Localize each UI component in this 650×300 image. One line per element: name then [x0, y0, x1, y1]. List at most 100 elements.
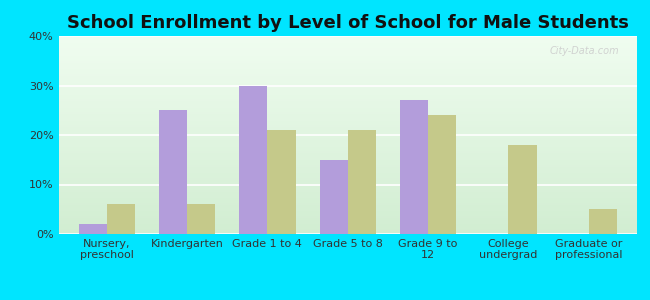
Bar: [58, 224, 637, 225]
Bar: [58, 164, 637, 165]
Bar: [58, 152, 637, 153]
Bar: [58, 106, 637, 107]
Bar: [58, 207, 637, 208]
Bar: [58, 162, 637, 163]
Bar: [58, 175, 637, 176]
Bar: [58, 88, 637, 89]
Bar: [58, 55, 637, 56]
Bar: [58, 147, 637, 148]
Bar: [58, 80, 637, 82]
Bar: [58, 214, 637, 215]
Bar: [58, 157, 637, 158]
Bar: [58, 204, 637, 205]
Bar: [58, 130, 637, 131]
Bar: [58, 181, 637, 182]
Bar: [58, 39, 637, 40]
Bar: [58, 171, 637, 172]
Bar: [58, 48, 637, 49]
Bar: [58, 61, 637, 62]
Bar: [58, 155, 637, 156]
Bar: [58, 126, 637, 127]
Bar: [58, 99, 637, 100]
Bar: [508, 145, 536, 234]
Bar: [58, 114, 637, 115]
Bar: [58, 74, 637, 75]
Bar: [58, 133, 637, 134]
Bar: [58, 195, 637, 196]
Bar: [58, 150, 637, 151]
Bar: [58, 140, 637, 141]
Bar: [58, 109, 637, 110]
Bar: [58, 144, 637, 145]
Bar: [58, 94, 637, 95]
Bar: [58, 90, 637, 92]
Bar: [58, 141, 637, 142]
Bar: [58, 120, 637, 121]
Bar: [58, 79, 637, 80]
Bar: [58, 46, 637, 47]
Bar: [428, 115, 456, 234]
Bar: [58, 215, 637, 216]
Bar: [58, 208, 637, 209]
Bar: [58, 227, 637, 228]
Bar: [58, 103, 637, 104]
Bar: [58, 136, 637, 137]
Bar: [58, 159, 637, 160]
Bar: [58, 230, 637, 231]
Bar: [58, 57, 637, 58]
Bar: [58, 45, 637, 46]
Bar: [58, 101, 637, 102]
Bar: [58, 63, 637, 64]
Bar: [58, 149, 637, 150]
Bar: [58, 201, 637, 202]
Bar: [58, 47, 637, 48]
Bar: [58, 111, 637, 112]
Bar: [58, 151, 637, 152]
Bar: [58, 216, 637, 217]
Bar: [58, 184, 637, 185]
Bar: [58, 53, 637, 54]
Bar: [58, 225, 637, 226]
Bar: [58, 121, 637, 122]
Bar: [58, 95, 637, 96]
Bar: [239, 85, 267, 234]
Bar: [58, 221, 637, 222]
Bar: [58, 192, 637, 194]
Bar: [58, 98, 637, 99]
Bar: [58, 166, 637, 167]
Bar: [58, 223, 637, 224]
Bar: [58, 228, 637, 229]
Bar: [58, 196, 637, 197]
Bar: [58, 42, 637, 43]
Bar: [58, 108, 637, 109]
Bar: [58, 226, 637, 227]
Bar: [58, 38, 637, 39]
Bar: [58, 107, 637, 108]
Bar: [58, 37, 637, 38]
Title: School Enrollment by Level of School for Male Students: School Enrollment by Level of School for…: [67, 14, 629, 32]
Bar: [58, 191, 637, 192]
Bar: [58, 139, 637, 140]
Bar: [58, 174, 637, 175]
Bar: [58, 142, 637, 143]
Bar: [58, 78, 637, 79]
Bar: [58, 83, 637, 85]
Bar: [58, 122, 637, 123]
Bar: [58, 163, 637, 164]
Bar: [58, 85, 637, 86]
Bar: [58, 56, 637, 57]
Bar: [58, 100, 637, 101]
Bar: [58, 93, 637, 94]
Bar: [58, 128, 637, 129]
Bar: [58, 160, 637, 161]
Bar: [58, 62, 637, 63]
Bar: [107, 204, 135, 234]
Bar: [58, 145, 637, 146]
Bar: [58, 209, 637, 210]
Bar: [58, 220, 637, 221]
Bar: [58, 52, 637, 53]
Bar: [58, 82, 637, 83]
Bar: [58, 123, 637, 124]
Bar: [58, 197, 637, 198]
Bar: [58, 73, 637, 74]
